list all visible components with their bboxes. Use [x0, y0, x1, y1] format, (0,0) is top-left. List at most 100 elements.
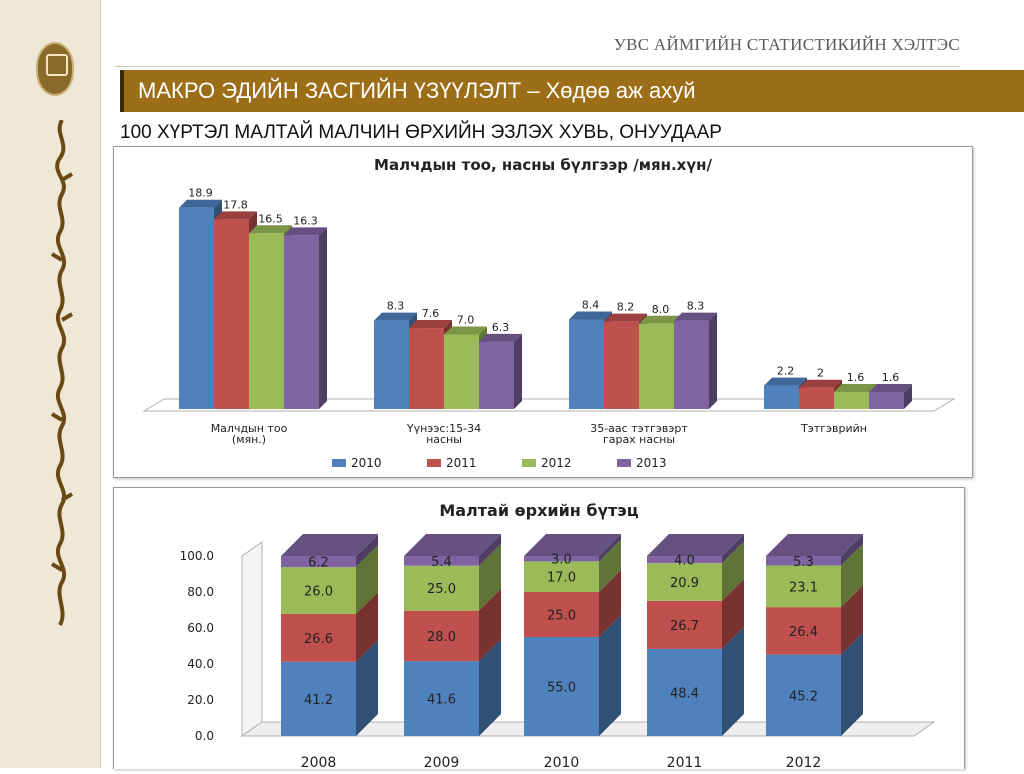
segment-label: 17.0 [547, 571, 576, 586]
segment-2011-0-front [647, 648, 722, 736]
segment-2009-2 [404, 543, 501, 611]
data-label: 16.5 [258, 212, 283, 225]
x-tick-label: 2008 [301, 755, 337, 769]
segment-2010-3-side [599, 534, 621, 562]
bar-2010-0-front [179, 207, 214, 409]
x-tick-label: 2012 [786, 755, 822, 769]
bar-2013-3-side [904, 383, 912, 409]
y-tick-label: 80.0 [187, 585, 214, 599]
segment-2012-1-side [841, 585, 863, 655]
data-label: 17.8 [223, 198, 248, 211]
data-label: 1.6 [847, 371, 865, 384]
segment-2012-3-side [841, 534, 863, 566]
segment-2012-0-side [841, 632, 863, 736]
segment-2010-0-side [599, 615, 621, 736]
segment-2010-3-top [524, 534, 621, 556]
segment-2010-2 [524, 539, 621, 592]
segment-2008-0-front [281, 661, 356, 736]
organization-name: УВС АЙМГИЙН СТАТИСТИКИЙН ХЭЛТЭС [613, 35, 960, 54]
data-label: 8.0 [652, 303, 670, 316]
category-label: Үүнээс:15-34 [406, 422, 481, 435]
bar-2012-2-top [639, 315, 682, 324]
segment-2009-0-side [479, 639, 501, 736]
bar-2013-0-side [319, 227, 327, 409]
segment-2011-1-front [647, 600, 722, 649]
segment-2010-3-front [524, 556, 599, 562]
data-label: 7.6 [422, 307, 440, 320]
bar-2011-2-top [604, 313, 647, 322]
segment-2011-3 [647, 534, 744, 564]
segment-2008-3-side [356, 534, 378, 568]
category-label: Малчдын тоо [211, 422, 288, 435]
category-label: Тэтгэврийн [800, 422, 867, 435]
segment-2011-0 [647, 626, 744, 736]
bar-2013-1-top [479, 333, 522, 342]
segment-2012-1 [766, 585, 863, 655]
bar-2011-3-top [799, 379, 842, 388]
segment-2008-1-front [281, 613, 356, 662]
segment-2012-3-top [766, 534, 863, 556]
y-tick-label: 60.0 [187, 621, 214, 635]
bar-2012-1-front [444, 334, 479, 409]
segment-2012-1-front [766, 607, 841, 655]
segment-2010-2-front [524, 561, 599, 592]
segment-2008-3-front [281, 556, 356, 568]
segment-2010-0-front [524, 637, 599, 736]
bar-2013-2-front [674, 320, 709, 409]
data-label: 8.4 [582, 299, 600, 312]
segment-2009-1-side [479, 588, 501, 662]
bar-2010-1-top [374, 312, 417, 321]
bar-2012-0-top [249, 225, 292, 234]
title-banner: МАКРО ЭДИЙН ЗАСГИЙН ҮЗҮҮЛЭЛТ – Хөдөө аж … [120, 70, 1024, 112]
chart2-side-wall [241, 541, 263, 737]
bar-2013-3-top [869, 383, 912, 392]
segment-2009-0 [404, 639, 501, 736]
data-label: 6.3 [492, 321, 510, 334]
bar-2013-2-top [674, 312, 717, 321]
category-label: насны [426, 433, 462, 446]
bar-2013-0-top [284, 227, 327, 236]
segment-2008-1 [281, 591, 378, 662]
segment-label: 20.9 [670, 576, 699, 591]
segment-label: 23.1 [789, 580, 818, 595]
segment-2011-2-front [647, 563, 722, 601]
segment-2012-0 [766, 632, 863, 736]
bar-2012-3-front [834, 391, 869, 409]
herders-age-chart: Малчдын тоо, насны бүлгээр /мян.хүн/18.9… [113, 146, 973, 478]
bar-2010-1-front [374, 320, 409, 409]
legend-label: 2012 [541, 456, 572, 470]
y-tick-label: 100.0 [180, 549, 214, 563]
category-label: гарах насны [603, 433, 675, 446]
segment-2009-0-front [404, 661, 479, 736]
segment-2010-1 [524, 570, 621, 637]
segment-2011-1 [647, 578, 744, 649]
segment-2009-3 [404, 534, 501, 566]
segment-2011-2-side [722, 541, 744, 601]
bar-2013-0-front [284, 235, 319, 409]
bar-2010-3-front [764, 385, 799, 409]
bar-2013-0 [284, 227, 327, 409]
data-label: 7.0 [457, 313, 475, 326]
segment-2012-3 [766, 534, 863, 566]
bar-2013-1 [479, 333, 522, 409]
segment-2008-2-side [356, 545, 378, 614]
segment-2008-2-front [281, 567, 356, 614]
segment-label: 6.2 [308, 556, 329, 571]
segment-label: 25.0 [427, 582, 456, 597]
household-structure-chart: Малтай өрхийн бүтэц 0.0 20.0 40.0 60.0 80.0 10… [113, 487, 965, 771]
segment-label: 55.0 [547, 681, 576, 696]
bar-2011-0-front [214, 219, 249, 409]
segment-2009-2-front [404, 565, 479, 611]
legend-swatch-2013 [617, 459, 631, 467]
bar-2013-1-front [479, 341, 514, 409]
household-structure-chart-svg: Малтай өрхийн бүтэц 0.0 20.0 40.0 60.0 80.0 10… [180, 501, 936, 771]
bar-2010-2-top [569, 311, 612, 320]
segment-label: 45.2 [789, 689, 818, 704]
segment-2008-3-top [281, 534, 378, 556]
segment-label: 5.3 [793, 555, 814, 570]
segment-2011-3-top [647, 534, 744, 556]
segment-2010-1-front [524, 592, 599, 637]
bar-2011-1-front [409, 328, 444, 409]
category-label: 35-аас тэтгэвэрт [590, 422, 688, 435]
bar-2011-3-front [799, 387, 834, 409]
